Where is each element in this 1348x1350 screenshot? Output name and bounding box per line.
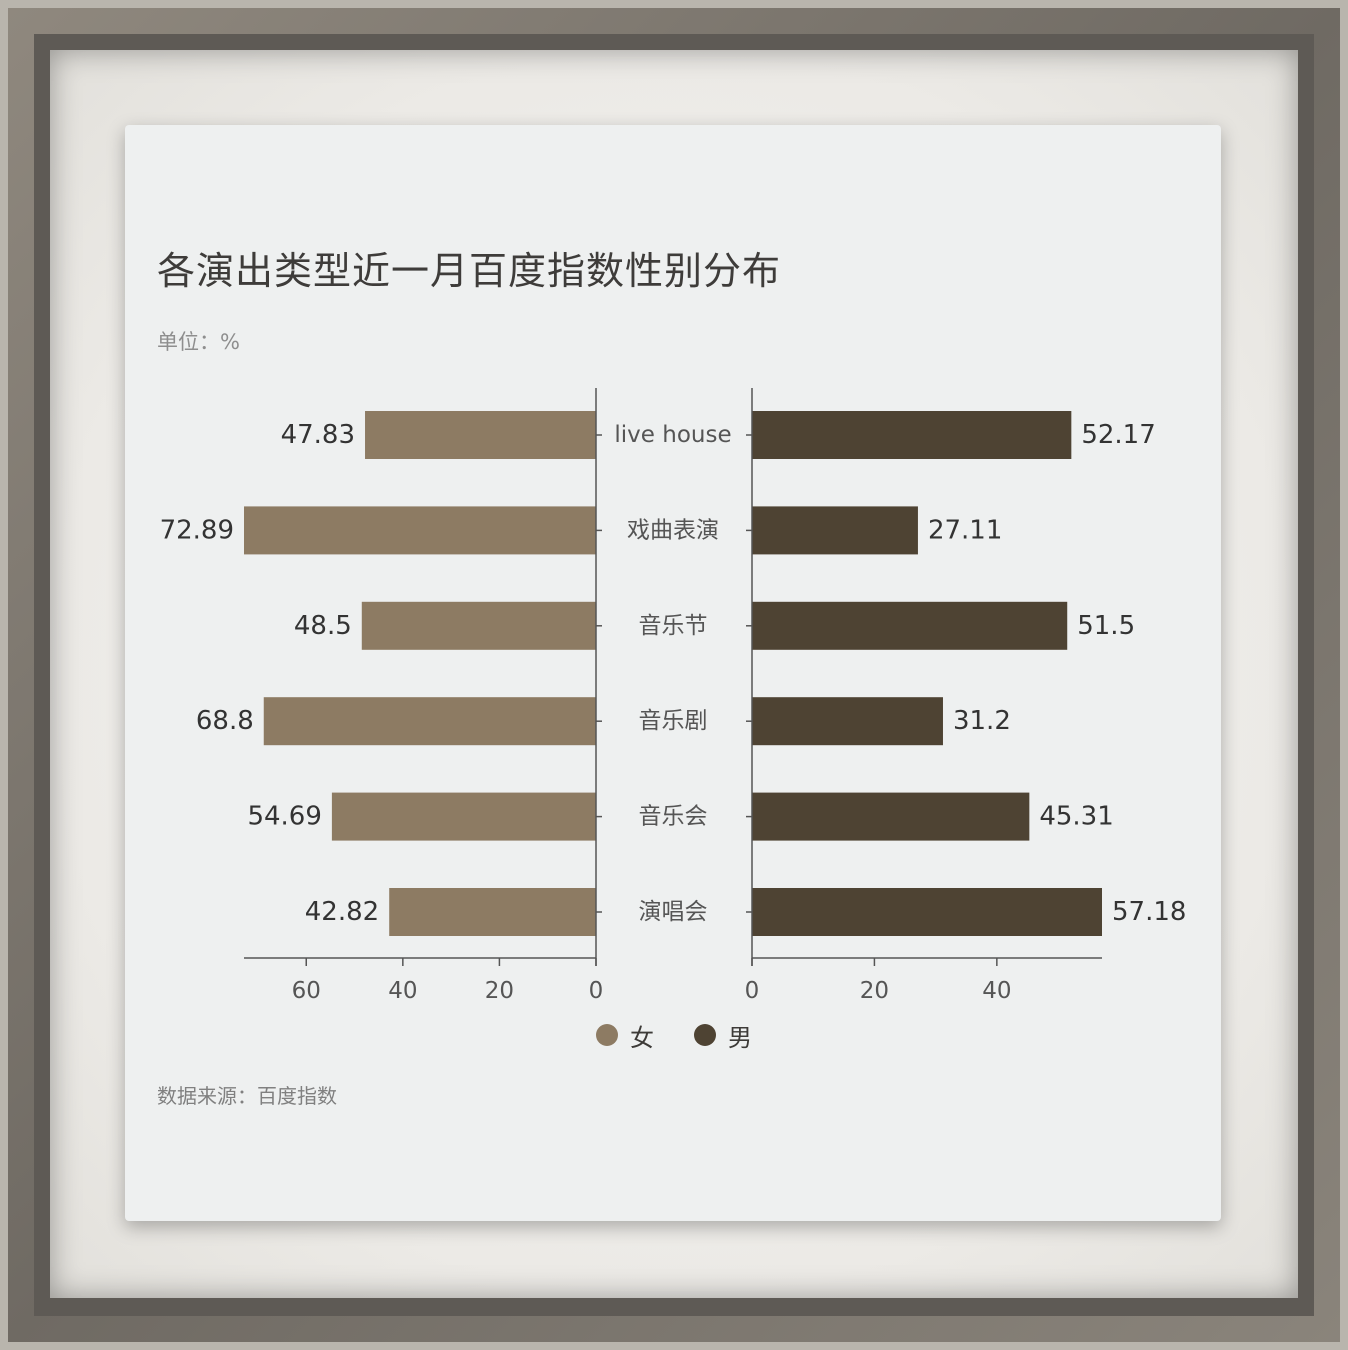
data-label-female-3: 68.8 — [196, 706, 254, 736]
bar-male-5 — [752, 888, 1102, 936]
data-label-male-2: 51.5 — [1077, 611, 1135, 641]
left-x-tick-label-0: 60 — [292, 978, 321, 1004]
category-label-2: 音乐节 — [639, 613, 708, 639]
bar-female-3 — [263, 697, 596, 746]
bar-female-2 — [361, 601, 596, 650]
data-label-female-1: 72.89 — [160, 515, 234, 545]
bar-female-1 — [244, 506, 596, 555]
right-x-tick-label-0: 0 — [745, 978, 760, 1004]
legend-swatch-male — [694, 1024, 716, 1046]
data-label-female-4: 54.69 — [247, 802, 321, 832]
category-label-3: 音乐剧 — [639, 708, 708, 734]
left-x-tick-label-3: 0 — [589, 978, 604, 1004]
data-label-male-1: 27.11 — [928, 515, 1002, 545]
legend-item-female: 女 — [596, 1018, 654, 1053]
legend-label-female: 女 — [630, 1023, 654, 1052]
chart-card — [125, 125, 1221, 1221]
chart-title: 各演出类型近一月百度指数性别分布 — [157, 249, 782, 293]
left-x-tick-label-2: 20 — [485, 978, 514, 1004]
category-label-5: 演唱会 — [639, 899, 708, 925]
right-x-tick-label-2: 40 — [982, 978, 1011, 1004]
data-label-male-5: 57.18 — [1112, 897, 1186, 927]
data-source-label: 数据来源：百度指数 — [157, 1084, 337, 1108]
data-label-male-4: 45.31 — [1039, 802, 1113, 832]
right-x-tick-label-1: 20 — [860, 978, 889, 1004]
legend-item-male: 男 — [694, 1018, 752, 1053]
data-label-female-5: 42.82 — [305, 897, 379, 927]
bar-male-4 — [752, 792, 1030, 841]
data-label-female-2: 48.5 — [294, 611, 352, 641]
data-label-male-0: 52.17 — [1081, 420, 1155, 450]
category-label-4: 音乐会 — [639, 804, 708, 830]
legend-label-male: 男 — [728, 1023, 752, 1052]
legend-swatch-female — [596, 1024, 618, 1046]
category-label-0: live house — [614, 422, 731, 448]
bar-female-5 — [389, 888, 596, 936]
bar-male-0 — [752, 411, 1072, 459]
bar-male-1 — [752, 506, 918, 555]
bar-male-2 — [752, 601, 1068, 650]
data-label-male-3: 31.2 — [953, 706, 1011, 736]
category-label-1: 戏曲表演 — [627, 517, 719, 543]
bar-male-3 — [752, 697, 943, 746]
bar-female-0 — [365, 411, 596, 459]
data-label-female-0: 47.83 — [281, 420, 355, 450]
chart-legend: 女 男 — [596, 1018, 778, 1053]
left-x-tick-label-1: 40 — [388, 978, 417, 1004]
unit-label: 单位：% — [157, 330, 240, 354]
bar-female-4 — [331, 792, 596, 841]
